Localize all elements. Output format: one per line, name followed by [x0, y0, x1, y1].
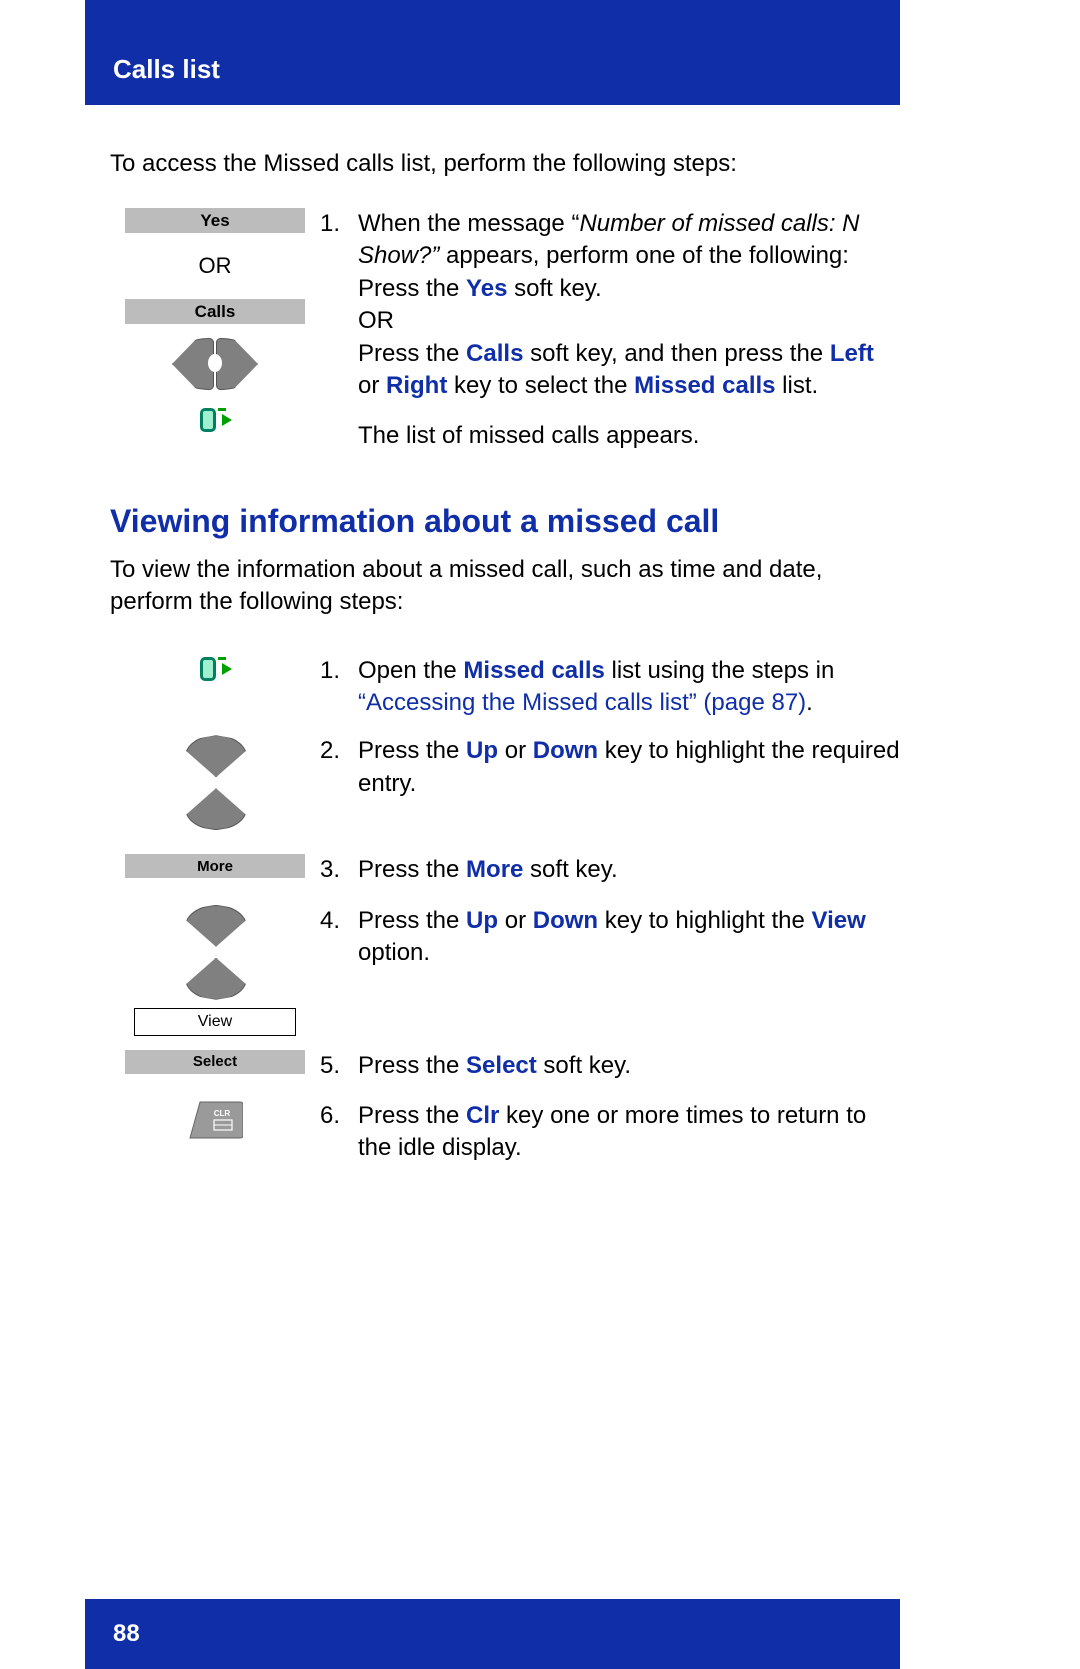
more-softkey-graphic: More: [125, 854, 305, 878]
svg-text:CLR: CLR: [213, 1109, 230, 1118]
down-key-ref: Down: [533, 907, 598, 934]
clr-key-icon: CLR: [188, 1100, 243, 1140]
section1-step1-row: Yes OR Calls 1. When the message “Number…: [110, 208, 900, 453]
view-option-ref: View: [812, 907, 866, 934]
section2-step1-left: [110, 655, 320, 683]
page-number: 88: [85, 1620, 140, 1648]
section2-step5-left: Select: [110, 1050, 320, 1074]
section2-step4-row: View 4. Press the Up or Down key to high…: [110, 905, 900, 1036]
missed-calls-ref: Missed calls: [463, 657, 604, 684]
section2-step1-row: 1. Open the Missed calls list using the …: [110, 655, 900, 720]
section2-step4-left: View: [110, 905, 320, 1036]
up-down-nav-icon: [180, 735, 250, 830]
step-number: 5.: [320, 1050, 358, 1082]
left-key-ref: Left: [830, 340, 874, 367]
section2-step6-text: 6. Press the Clr key one or more times t…: [320, 1100, 900, 1165]
section2-step2-left: [110, 735, 320, 830]
page-footer: 88: [85, 1599, 900, 1669]
section2-step3-left: More: [110, 854, 320, 878]
section2-heading: Viewing information about a missed call: [110, 503, 900, 540]
step-body: Press the Clr key one or more times to r…: [358, 1100, 900, 1165]
yes-key-ref: Yes: [466, 275, 507, 302]
section1-intro: To access the Missed calls list, perform…: [110, 150, 900, 178]
step-body: Press the Up or Down key to highlight th…: [358, 735, 900, 800]
up-key-ref: Up: [466, 907, 498, 934]
step-number: 2.: [320, 735, 358, 800]
step-number: 1.: [320, 208, 358, 453]
step-number: 1.: [320, 655, 358, 720]
select-key-ref: Select: [466, 1052, 537, 1079]
section2-step1-text: 1. Open the Missed calls list using the …: [320, 655, 900, 720]
page-87-link[interactable]: “Accessing the Missed calls list” (page …: [358, 689, 806, 716]
manual-page: Calls list To access the Missed calls li…: [0, 0, 1080, 1669]
calls-softkey-graphic: Calls: [125, 299, 305, 324]
section2-step3-text: 3. Press the More soft key.: [320, 854, 900, 886]
section2-step3-row: More 3. Press the More soft key.: [110, 854, 900, 886]
step-body: When the message “Number of missed calls…: [358, 208, 900, 453]
section2-intro: To view the information about a missed c…: [110, 554, 900, 619]
page-header: Calls list: [85, 0, 900, 105]
step-number: 6.: [320, 1100, 358, 1165]
or-label: OR: [199, 253, 232, 279]
missed-calls-ref: Missed calls: [634, 372, 775, 399]
right-key-ref: Right: [386, 372, 447, 399]
up-key-ref: Up: [466, 737, 498, 764]
yes-softkey-graphic: Yes: [125, 208, 305, 233]
missed-calls-icon: [200, 406, 230, 439]
up-down-nav-icon: [180, 905, 250, 1000]
page-body: To access the Missed calls list, perform…: [110, 150, 900, 1177]
section2-step6-left: CLR: [110, 1100, 320, 1140]
calls-key-ref: Calls: [466, 340, 523, 367]
section1-step1-left: Yes OR Calls: [110, 208, 320, 439]
page-header-title: Calls list: [113, 54, 220, 105]
step-number: 4.: [320, 905, 358, 970]
section2-step6-row: CLR 6. Press the Clr key one or more tim…: [110, 1100, 900, 1165]
step-number: 3.: [320, 854, 358, 886]
more-key-ref: More: [466, 856, 523, 883]
down-key-ref: Down: [533, 737, 598, 764]
missed-calls-icon: [200, 655, 230, 683]
section2-step5-row: Select 5. Press the Select soft key.: [110, 1050, 900, 1082]
step1-result: The list of missed calls appears.: [358, 422, 699, 449]
step-body: Press the Select soft key.: [358, 1050, 900, 1082]
view-option-graphic: View: [134, 1008, 296, 1036]
section2-step5-text: 5. Press the Select soft key.: [320, 1050, 900, 1082]
left-right-nav-icon: [170, 336, 260, 396]
section1-step1-text: 1. When the message “Number of missed ca…: [320, 208, 900, 453]
section2-step2-text: 2. Press the Up or Down key to highlight…: [320, 735, 900, 800]
select-softkey-graphic: Select: [125, 1050, 305, 1074]
step-body: Press the Up or Down key to highlight th…: [358, 905, 900, 970]
clr-key-ref: Clr: [466, 1102, 499, 1129]
step-body: Press the More soft key.: [358, 854, 900, 886]
section2-step4-text: 4. Press the Up or Down key to highlight…: [320, 905, 900, 970]
step-body: Open the Missed calls list using the ste…: [358, 655, 900, 720]
section2-step2-row: 2. Press the Up or Down key to highlight…: [110, 735, 900, 830]
